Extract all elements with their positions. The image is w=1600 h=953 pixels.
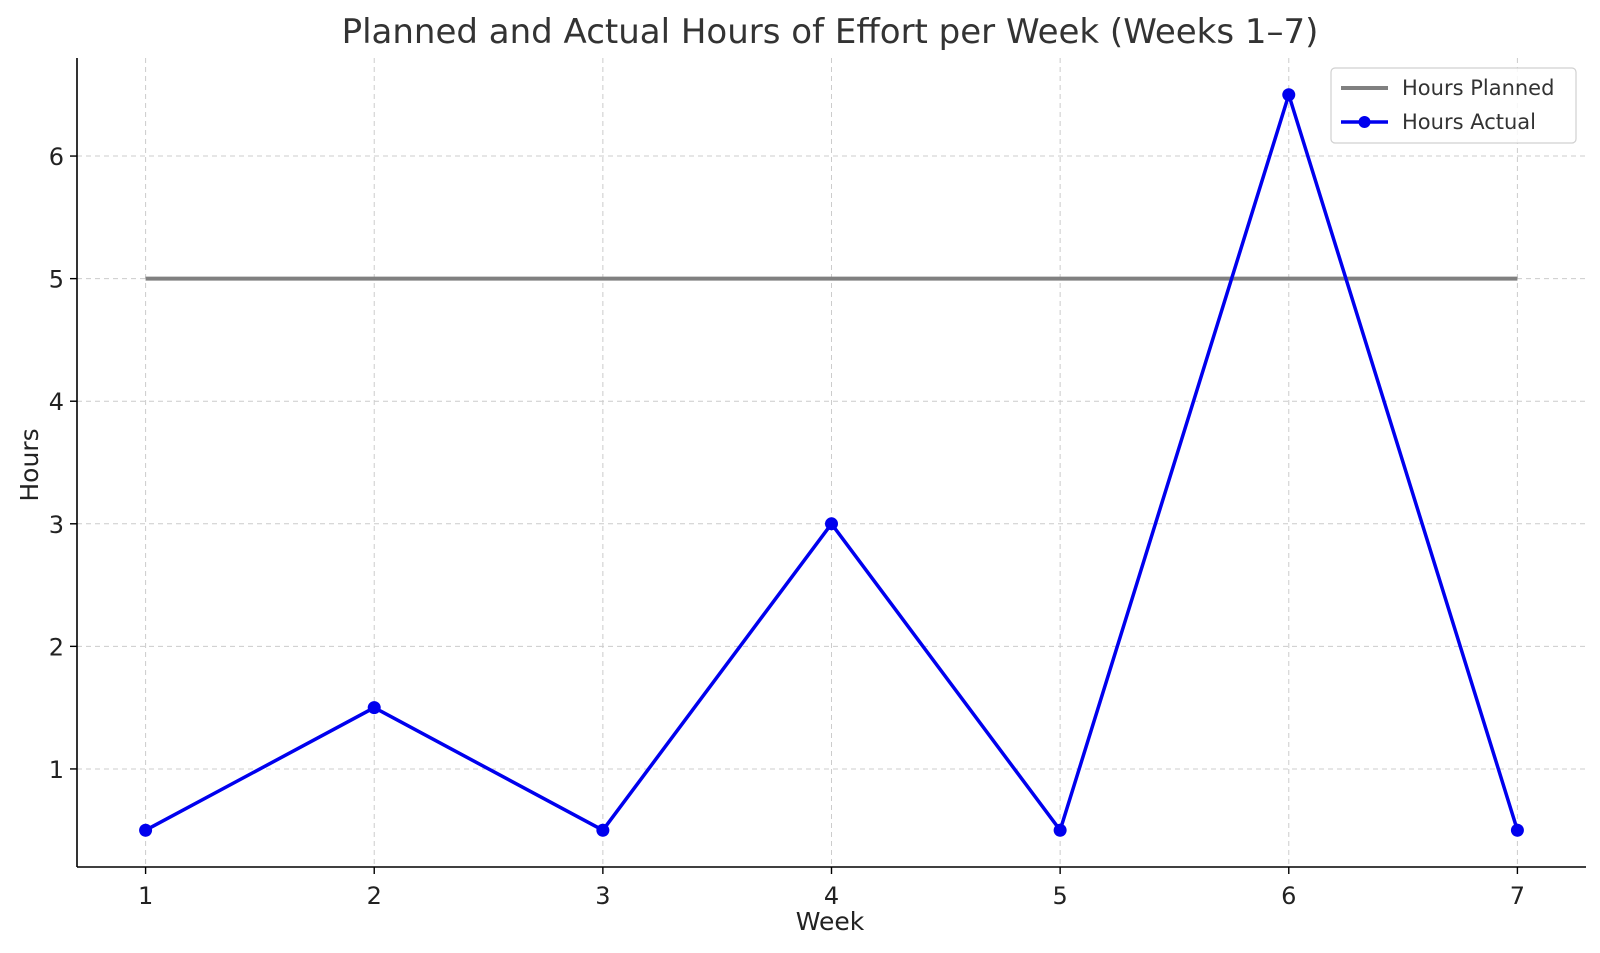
hours-actual-point (825, 517, 838, 531)
hours-actual-point (139, 823, 153, 837)
y-tick-label: 3 (49, 511, 64, 539)
y-tick-label: 6 (49, 143, 64, 171)
x-tick-label: 4 (824, 882, 839, 910)
ticks: 1 2 3 4 5 6 7 1 2 3 4 5 6 (49, 143, 1525, 910)
chart-title: Planned and Actual Hours of Effort per W… (342, 12, 1319, 52)
x-axis-label: Week (796, 907, 865, 936)
legend: Hours Planned Hours Actual (1330, 67, 1577, 144)
x-tick-label: 6 (1281, 882, 1296, 910)
x-tick-label: 7 (1510, 882, 1525, 910)
legend-label-hours-actual: Hours Actual (1402, 110, 1536, 134)
y-tick-label: 1 (49, 756, 64, 784)
y-tick-label: 4 (49, 388, 64, 416)
y-axis-label: Hours (15, 428, 44, 501)
y-tick-label: 5 (49, 266, 64, 294)
hours-actual-point (1510, 823, 1524, 837)
x-tick-label: 2 (367, 882, 382, 910)
legend-label-hours-planned: Hours Planned (1402, 76, 1554, 100)
hours-actual-point (596, 823, 610, 837)
y-tick-label: 2 (49, 633, 64, 661)
x-tick-label: 5 (1052, 882, 1067, 910)
hours-actual-point (1282, 88, 1296, 102)
hours-actual-point (1053, 823, 1067, 837)
series (139, 88, 1524, 837)
legend-marker-hours-actual (1358, 116, 1371, 128)
legend-frame (1330, 67, 1577, 144)
x-tick-label: 1 (138, 882, 153, 910)
hours-actual-point (367, 701, 381, 715)
x-tick-label: 3 (595, 882, 610, 910)
